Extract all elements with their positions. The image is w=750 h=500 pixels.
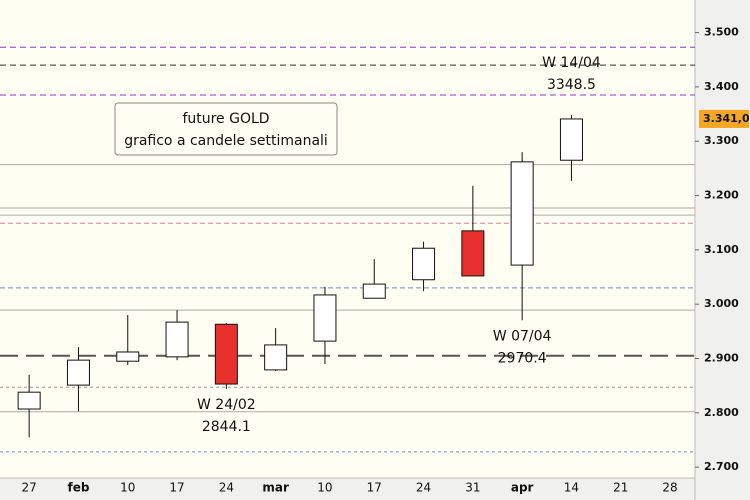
x-tick-label: 24: [416, 481, 431, 495]
x-tick-label: feb: [67, 481, 89, 495]
candle-body: [510, 161, 534, 266]
annotation-value: 2970.4: [498, 350, 547, 366]
time-axis-background: [0, 478, 695, 500]
candle-body: [17, 391, 41, 410]
x-tick-label: 10: [317, 481, 332, 495]
candle-body: [362, 283, 386, 299]
chart-subtitle: grafico a candele settimanali: [124, 133, 328, 149]
x-tick-label: 24: [219, 481, 234, 495]
candle-body: [559, 118, 583, 161]
x-tick-label: 28: [662, 481, 677, 495]
price-axis-background: [695, 0, 750, 500]
y-tick-label: 2.900: [704, 352, 739, 365]
x-tick-label: 10: [120, 481, 135, 495]
x-tick-label: 14: [564, 481, 579, 495]
annotation-label: W 14/04: [542, 55, 601, 71]
candle-body: [264, 344, 288, 371]
y-tick-label: 2.700: [704, 460, 739, 473]
y-tick-label: 3.500: [704, 26, 739, 39]
x-tick-label: 21: [613, 481, 628, 495]
x-tick-label: 17: [367, 481, 382, 495]
y-tick-label: 3.300: [704, 134, 739, 147]
candle-body: [66, 359, 90, 386]
x-tick-label: mar: [262, 481, 289, 495]
annotation-label: W 07/04: [493, 328, 552, 344]
candle-body: [116, 351, 140, 362]
candle-body: [412, 247, 436, 281]
x-tick-label: 27: [22, 481, 37, 495]
annotation-label: W 24/02: [197, 397, 256, 413]
y-tick-label: 2.800: [704, 406, 739, 419]
chart-title: future GOLD: [182, 111, 269, 127]
y-tick-label: 3.100: [704, 243, 739, 256]
y-tick-label: 3.200: [704, 189, 739, 202]
plot-background: [0, 0, 695, 478]
y-tick-label: 3.400: [704, 80, 739, 93]
last-price-box: [699, 109, 749, 128]
candle-body: [461, 230, 485, 277]
candle-body: [313, 294, 337, 342]
x-tick-label: apr: [511, 481, 534, 495]
x-tick-label: 31: [465, 481, 480, 495]
last-price-label: 3.341,0: [703, 112, 750, 125]
y-tick-label: 3.000: [704, 297, 739, 310]
info-box: [114, 102, 338, 156]
annotation-value: 2844.1: [202, 419, 251, 435]
candle-body: [214, 323, 238, 385]
x-tick-label: 17: [169, 481, 184, 495]
annotation-value: 3348.5: [547, 77, 596, 93]
candle-body: [165, 321, 189, 358]
